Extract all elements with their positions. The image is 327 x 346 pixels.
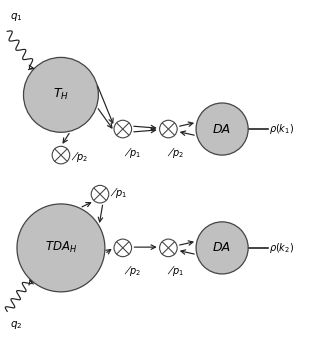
Text: $q_2$: $q_2$	[10, 319, 23, 330]
Circle shape	[196, 222, 248, 274]
Text: $T_H$: $T_H$	[53, 87, 69, 102]
Text: $TDA_H$: $TDA_H$	[45, 240, 77, 255]
Circle shape	[196, 103, 248, 155]
Circle shape	[24, 57, 98, 132]
Text: DA: DA	[213, 122, 231, 136]
Circle shape	[17, 204, 105, 292]
Text: $\not\!p_2$: $\not\!p_2$	[167, 145, 184, 160]
Circle shape	[52, 146, 70, 164]
Circle shape	[160, 120, 177, 138]
Text: $\not\!p_1$: $\not\!p_1$	[111, 185, 128, 200]
Circle shape	[160, 239, 177, 257]
Text: $\rho(k_2)$: $\rho(k_2)$	[269, 241, 295, 255]
Text: DA: DA	[213, 242, 231, 254]
Circle shape	[91, 185, 109, 203]
Text: $\rho(k_1)$: $\rho(k_1)$	[269, 122, 295, 136]
Text: $\not\!p_2$: $\not\!p_2$	[125, 263, 142, 277]
Circle shape	[114, 239, 131, 257]
Text: $\not\!p_1$: $\not\!p_1$	[167, 263, 184, 277]
Text: $q_1$: $q_1$	[10, 11, 23, 23]
Text: $\not\!p_1$: $\not\!p_1$	[125, 145, 142, 160]
Text: $\not\!p_2$: $\not\!p_2$	[71, 149, 89, 164]
Circle shape	[114, 120, 131, 138]
